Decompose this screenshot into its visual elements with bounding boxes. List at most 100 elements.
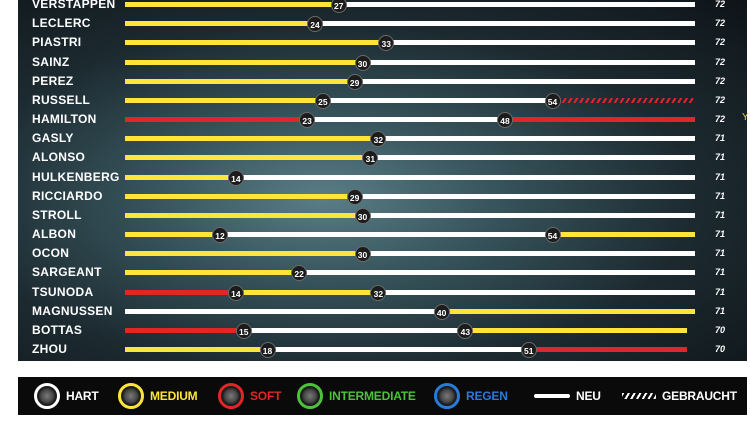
driver-row: ALBON 12 54 71 — [18, 225, 747, 244]
laps-completed: 72 — [714, 75, 725, 86]
new-line-icon — [534, 394, 570, 398]
stint-bar — [125, 327, 244, 333]
laps-completed: 72 — [714, 37, 725, 48]
laps-completed: 71 — [714, 190, 725, 201]
driver-name: ALBON — [32, 227, 77, 242]
laps-completed: 71 — [714, 209, 725, 220]
laps-completed: 71 — [714, 171, 725, 182]
driver-name: LECLERC — [32, 16, 91, 31]
stint-bar — [465, 327, 688, 333]
stint-bar — [441, 308, 695, 314]
driver-name: TSUNODA — [32, 284, 94, 299]
legend-used: GEBRAUCHT — [622, 377, 737, 415]
driver-row: STROLL 30 71 — [18, 206, 747, 225]
stint-bar — [125, 289, 236, 295]
driver-name: PIASTRI — [32, 35, 82, 50]
driver-name: RICCIARDO — [32, 188, 103, 203]
pit-lap-badge: 30 — [354, 207, 371, 224]
legend-intermediate: INTERMEDIATE — [297, 377, 416, 415]
laps-completed: 70 — [714, 344, 725, 355]
stint-bar — [307, 117, 505, 123]
stint-bar — [125, 40, 387, 46]
stint-bar — [125, 174, 236, 180]
stint-bar — [386, 40, 695, 46]
driver-row: HAMILTON 23 48 72 Y — [18, 110, 749, 129]
stint-bar — [125, 308, 442, 314]
stint-bar — [125, 155, 371, 161]
stint-bar — [125, 212, 363, 218]
driver-row: MAGNUSSEN 40 71 — [18, 302, 747, 321]
pit-lap-badge: 29 — [346, 188, 363, 205]
legend-soft-label: SOFT — [250, 389, 282, 403]
laps-completed: 72 — [714, 0, 725, 9]
driver-name: GASLY — [32, 131, 74, 146]
driver-name: MAGNUSSEN — [32, 303, 113, 318]
driver-row: VERSTAPPEN 27 72 — [18, 0, 747, 14]
driver-row: PEREZ 29 72 — [18, 72, 747, 91]
pit-lap-badge: 12 — [212, 227, 228, 244]
laps-completed: 71 — [714, 133, 725, 144]
stint-bar — [370, 155, 695, 161]
stint-bar — [338, 2, 695, 7]
stint-bar — [354, 193, 695, 199]
laps-completed: 71 — [714, 248, 725, 259]
driver-row: RUSSELL 25 54 72 — [18, 91, 747, 110]
stint-bar — [235, 174, 695, 180]
stint-bar — [378, 136, 695, 142]
used-hatch-icon — [622, 393, 656, 399]
stint-bar — [354, 78, 695, 84]
tyre-strategy-chart: VERSTAPPEN 27 72 LECLERC 24 72 PIASTRI 33 72 SAIN… — [18, 0, 749, 361]
pit-lap-badge: 32 — [370, 131, 387, 148]
driver-row: LECLERC 24 72 — [18, 14, 747, 33]
stint-bar — [125, 251, 363, 257]
stint-bar — [125, 347, 268, 353]
stint-bar — [125, 97, 323, 103]
pit-lap-badge: 22 — [291, 265, 308, 282]
laps-completed: 71 — [714, 267, 725, 278]
pit-lap-badge: 24 — [307, 16, 323, 33]
legend-intermediate-label: INTERMEDIATE — [329, 389, 416, 403]
stint-bar — [125, 59, 363, 65]
pit-lap-badge: 18 — [259, 342, 276, 359]
stint-bar — [362, 212, 695, 218]
pit-lap-badge: 25 — [314, 92, 331, 109]
driver-name: SAINZ — [32, 54, 70, 69]
stint-bar — [299, 270, 695, 276]
cut-off-edge-text: Y — [742, 112, 749, 124]
laps-completed: 72 — [714, 56, 725, 67]
stint-bar — [552, 232, 695, 238]
stint-bar — [125, 2, 339, 7]
stint-bar — [125, 78, 355, 84]
stint-bar — [235, 289, 379, 295]
legend-hard-label: HART — [66, 389, 99, 403]
laps-completed: 71 — [714, 229, 725, 240]
stint-bar — [125, 193, 355, 199]
driver-name: SARGEANT — [32, 265, 102, 280]
pit-lap-badge: 51 — [520, 342, 537, 359]
legend-used-label: GEBRAUCHT — [662, 389, 737, 403]
laps-completed: 71 — [714, 286, 725, 297]
pit-lap-badge: 48 — [497, 112, 513, 129]
stint-bar — [267, 347, 529, 353]
legend-soft: SOFT — [218, 377, 281, 415]
driver-name: OCON — [32, 246, 70, 261]
driver-name: HULKENBERG — [32, 169, 120, 184]
pit-lap-badge: 43 — [457, 322, 474, 339]
driver-name: BOTTAS — [32, 322, 83, 337]
stint-bar — [322, 97, 553, 103]
stint-bar — [362, 59, 695, 65]
legend-medium-label: MEDIUM — [150, 389, 198, 403]
stint-bar — [315, 21, 695, 27]
driver-row: SAINZ 30 72 — [18, 53, 747, 72]
stint-bar — [125, 136, 379, 142]
medium-tyre-icon — [118, 383, 144, 409]
pit-lap-badge: 14 — [227, 284, 244, 301]
legend-new: NEU — [534, 377, 601, 415]
legend: HART MEDIUM SOFT INTERMEDIATE REGEN NEU … — [18, 377, 747, 415]
laps-completed: 70 — [714, 324, 725, 335]
pit-lap-badge: 31 — [362, 150, 379, 167]
stint-bar — [378, 289, 695, 295]
driver-row: SARGEANT 22 71 — [18, 263, 747, 282]
legend-hard: HART — [34, 377, 99, 415]
driver-name: STROLL — [32, 207, 82, 222]
